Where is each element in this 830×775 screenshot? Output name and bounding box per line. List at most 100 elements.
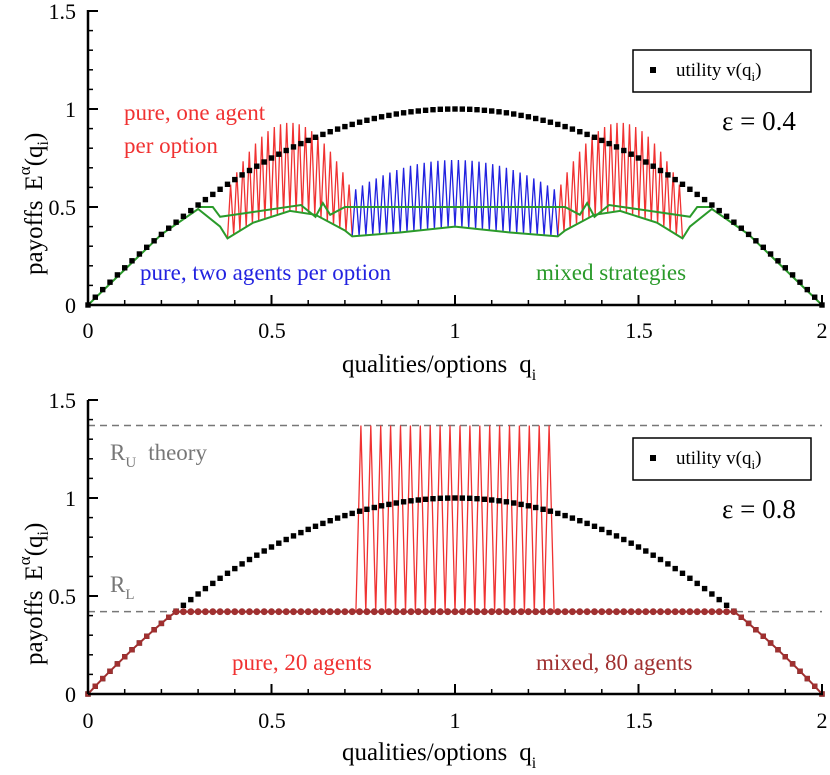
bottom-utility-marker xyxy=(378,503,385,509)
top-utility-marker xyxy=(202,196,209,203)
bottom-utility-marker xyxy=(334,515,341,521)
bottom-mixed80-dot xyxy=(701,608,708,616)
bottom-mixed80-dot xyxy=(436,608,444,616)
bottom-mixed80-dot xyxy=(378,608,385,616)
bottom-utility-marker xyxy=(687,575,693,581)
bottom-mixed80-dot xyxy=(671,608,679,616)
top-utility-marker xyxy=(789,272,796,278)
bottom-mixed80-dot xyxy=(246,608,253,616)
bottom-mixed80-dot xyxy=(253,608,261,616)
bottom-mixed80-marker xyxy=(745,620,752,627)
bottom-mixed80-dot xyxy=(715,608,723,616)
bottom-ytick-label: 1.5 xyxy=(49,388,77,413)
bottom-utility-marker xyxy=(606,529,612,536)
top-utility-marker xyxy=(173,219,179,225)
bottom-xtick-label: 0 xyxy=(83,708,94,733)
top-ticks xyxy=(87,10,823,306)
bottom-annotation-mixed80: mixed, 80 agents xyxy=(536,650,693,675)
top-utility-marker xyxy=(782,265,788,271)
bottom-utility-marker xyxy=(239,561,245,567)
top-utility-marker xyxy=(298,140,304,147)
top-utility-marker xyxy=(180,213,187,219)
bottom-mixed80-dot xyxy=(598,608,606,616)
bottom-mixed80-dot xyxy=(275,608,283,616)
top-utility-marker xyxy=(775,258,781,264)
top-utility-marker xyxy=(760,244,766,250)
top-utility-marker xyxy=(371,115,377,122)
top-utility-marker xyxy=(122,265,128,271)
bottom-utility-marker xyxy=(261,548,267,554)
bottom-chart: 0 0.5 1 1.5 0 0.5 1 1.5 2 qualities/opti… xyxy=(15,388,828,772)
bottom-utility-marker xyxy=(540,506,546,512)
bottom-mixed80-dot xyxy=(407,608,415,616)
bottom-mixed80-dot xyxy=(473,608,481,616)
top-legend: utility v(qi) xyxy=(632,49,812,93)
top-utility-marker xyxy=(261,159,267,165)
bottom-mixed80-dot xyxy=(363,608,371,616)
bottom-mixed80-dot xyxy=(576,608,584,616)
top-utility-marker xyxy=(364,117,370,123)
bottom-mixed80-dot xyxy=(723,608,730,616)
top-utility-marker xyxy=(422,107,429,113)
bottom-mixed80-marker xyxy=(782,654,788,660)
top-utility-marker xyxy=(107,279,113,285)
bottom-ticks xyxy=(87,399,823,695)
bottom-mixed80-dot xyxy=(172,608,180,616)
top-utility-marker xyxy=(430,107,436,113)
bottom-mixed80-marker xyxy=(129,647,135,653)
bottom-utility-marker xyxy=(577,518,583,524)
top-utility-marker xyxy=(525,114,532,120)
top-utility-marker xyxy=(217,186,223,192)
bottom-utility-marker xyxy=(474,496,480,502)
top-utility-marker xyxy=(628,151,634,157)
top-annotation-pure-one: pure, one agent xyxy=(124,100,266,125)
bottom-utility-marker xyxy=(422,496,429,502)
bottom-ytick-label: 0 xyxy=(65,682,76,707)
bottom-mixed80-dot xyxy=(238,608,246,616)
top-xtick-label: 2 xyxy=(817,318,828,343)
bottom-mixed80-dot xyxy=(414,608,422,616)
top-utility-marker xyxy=(232,176,238,183)
bottom-mixed80-dot xyxy=(319,608,327,616)
bottom-series-mixed80 xyxy=(87,610,823,695)
bottom-mixed80-marker xyxy=(797,668,803,674)
bottom-mixed80-dot xyxy=(539,608,547,616)
bottom-legend-marker xyxy=(650,455,656,461)
top-utility-marker xyxy=(92,294,98,300)
top-utility-marker xyxy=(555,121,561,128)
bottom-utility-marker xyxy=(511,500,517,506)
bottom-utility-marker xyxy=(489,497,495,503)
top-utility-marker xyxy=(144,244,150,250)
top-utility-marker xyxy=(239,172,245,178)
top-utility-marker xyxy=(665,172,671,178)
bottom-legend: utility v(qi) xyxy=(632,437,812,481)
bottom-utility-marker xyxy=(547,508,554,514)
top-series-mixed xyxy=(87,207,823,306)
top-utility-marker xyxy=(305,137,311,144)
bottom-mixed80-dot xyxy=(458,608,466,616)
top-utility-marker xyxy=(467,106,473,112)
top-utility-marker xyxy=(349,121,355,128)
top-ytick-label: 0.5 xyxy=(49,195,77,220)
top-utility-marker xyxy=(283,147,289,154)
bottom-utility-marker xyxy=(679,570,686,576)
bottom-utility-marker xyxy=(723,602,730,608)
bottom-mixed80-dot xyxy=(547,608,554,616)
bottom-utility-marker xyxy=(694,580,700,587)
bottom-mixed80-dot xyxy=(312,608,319,616)
bottom-utility-marker xyxy=(268,544,275,550)
bottom-utility-marker xyxy=(283,536,289,543)
bottom-mixed80-dot xyxy=(510,608,518,616)
bottom-utility-marker xyxy=(599,526,605,533)
bottom-mixed80-dot xyxy=(400,608,407,616)
bottom-mixed80-dot xyxy=(282,608,290,616)
bottom-mixed80-dot xyxy=(392,608,400,616)
bottom-utility-marker xyxy=(298,529,304,536)
bottom-utility-marker xyxy=(701,585,708,592)
top-utility-marker xyxy=(400,110,407,116)
bottom-mixed80-dot xyxy=(216,608,224,616)
bottom-utility-marker xyxy=(202,585,209,592)
top-chart: 0 0.5 1 1.5 0 0.5 1 1.5 2 qualities/opti… xyxy=(15,0,828,384)
bottom-utility-marker xyxy=(349,510,355,517)
top-utility-marker xyxy=(812,294,818,300)
